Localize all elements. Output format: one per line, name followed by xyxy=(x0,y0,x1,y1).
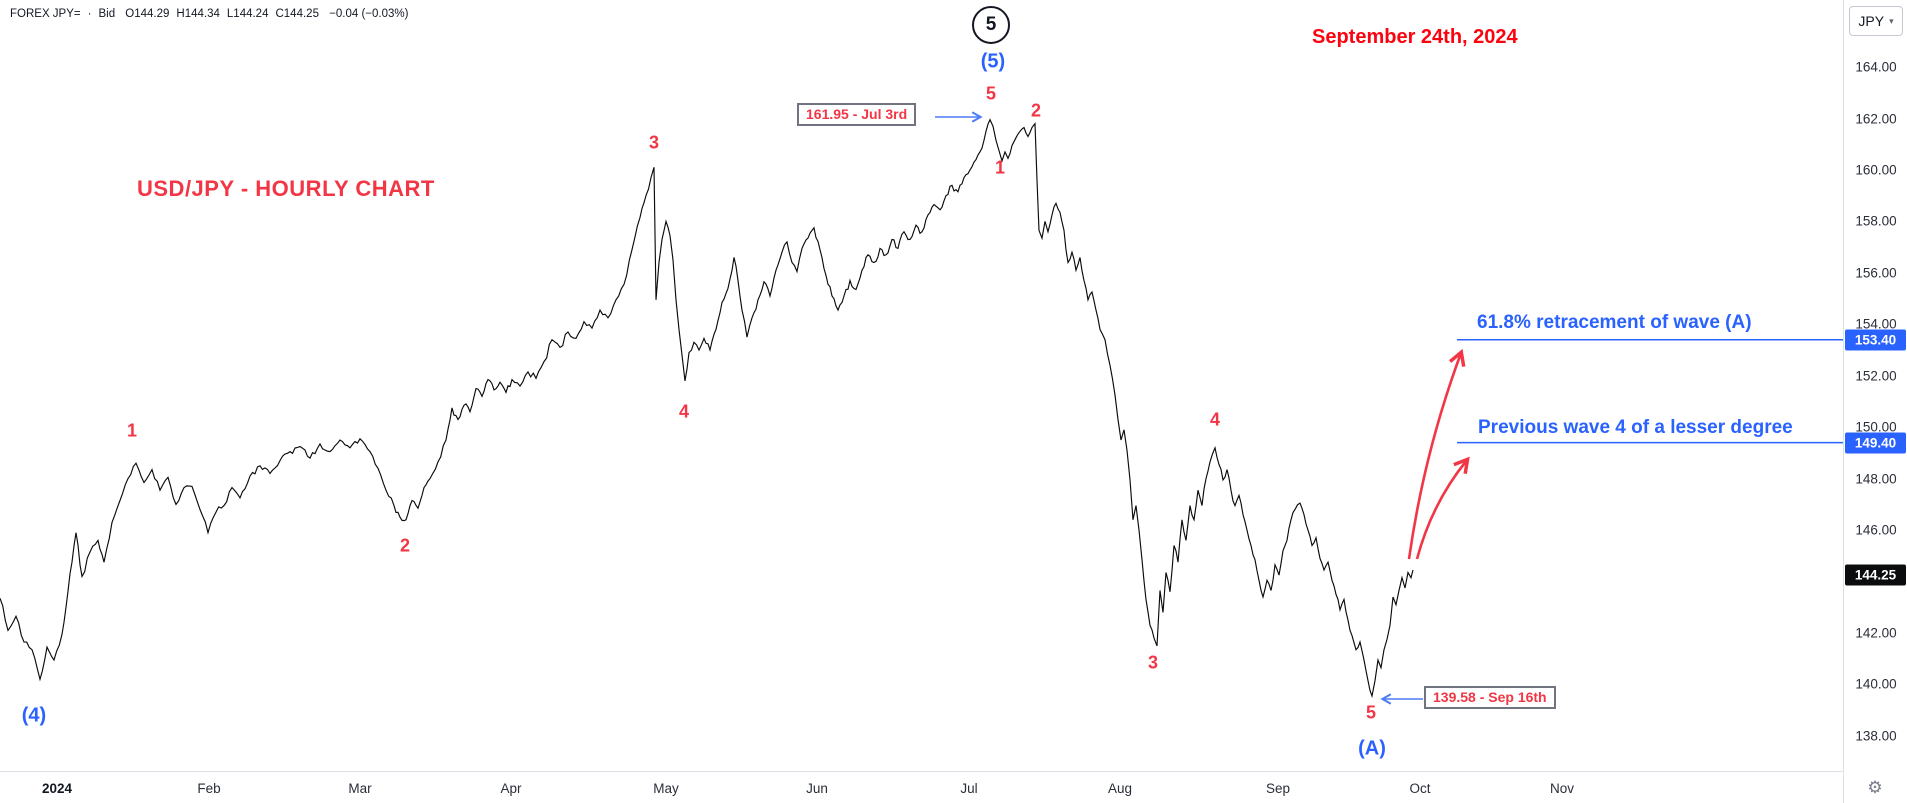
date-annotation[interactable]: September 24th, 2024 xyxy=(1312,26,1518,48)
quote-high: H144.34 xyxy=(176,8,220,20)
wave-label-4[interactable]: 4 xyxy=(1209,409,1221,430)
quote-type: Bid xyxy=(98,8,116,20)
wave-label-4[interactable]: (4) xyxy=(21,704,47,727)
quote-open: O144.29 xyxy=(125,8,170,20)
retracement-level-text[interactable]: 61.8% retracement of wave (A) xyxy=(1477,312,1752,333)
quote-close: C144.25 xyxy=(275,8,319,20)
callout-july-high[interactable]: 161.95 - Jul 3rd xyxy=(797,103,917,126)
quote-change: −0.04 (−0.03%) xyxy=(329,8,409,20)
price-tick: 146.00 xyxy=(1855,522,1897,538)
wave-label-2[interactable]: 2 xyxy=(1030,100,1042,121)
price-tick: 140.00 xyxy=(1855,676,1897,692)
time-tick: Oct xyxy=(1409,781,1431,796)
price-tick: 152.00 xyxy=(1855,368,1897,384)
level-price-badge: 153.40 xyxy=(1845,329,1906,351)
gear-icon[interactable]: ⚙ xyxy=(1867,778,1883,797)
price-tick: 156.00 xyxy=(1855,265,1897,281)
time-tick: Apr xyxy=(500,781,522,796)
price-tick: 158.00 xyxy=(1855,213,1897,229)
price-tick: 138.00 xyxy=(1855,728,1897,744)
time-tick: 2024 xyxy=(41,781,73,796)
wave-label-4[interactable]: 4 xyxy=(678,401,690,422)
time-tick: May xyxy=(653,781,679,796)
time-tick: Mar xyxy=(348,781,372,796)
time-tick: Feb xyxy=(197,781,221,796)
price-tick: 164.00 xyxy=(1855,59,1897,75)
price-tick: 154.00 xyxy=(1855,316,1897,332)
projection-arrow-lower[interactable] xyxy=(1415,456,1470,560)
previous-wave4-level-text[interactable]: Previous wave 4 of a lesser degree xyxy=(1478,417,1793,438)
circled-wave-5-label[interactable]: 5 xyxy=(972,6,1010,44)
price-tick: 160.00 xyxy=(1855,162,1897,178)
time-tick: Nov xyxy=(1549,781,1575,796)
price-line xyxy=(0,118,1414,699)
wave-label-3[interactable]: 3 xyxy=(648,132,660,153)
wave-label-5[interactable]: 5 xyxy=(1365,702,1377,723)
legend-separator: · xyxy=(87,8,92,20)
wave-label-A[interactable]: (A) xyxy=(1358,737,1386,760)
quote-low: L144.24 xyxy=(226,8,269,20)
wave-label-5[interactable]: (5) xyxy=(980,50,1006,73)
currency-selector-dropdown[interactable]: JPY ▾ xyxy=(1849,6,1903,36)
symbol-legend: FOREX JPY= · Bid O144.29 H144.34 L144.24 C144… xyxy=(10,8,415,20)
time-tick: Sep xyxy=(1265,781,1291,796)
wave-label-1[interactable]: 1 xyxy=(994,157,1006,178)
price-axis[interactable]: JPY ▾ 164.00 162.00 160.00 158.00 156.00 154.… xyxy=(1843,0,1907,803)
chart-title-annotation[interactable]: USD/JPY - HOURLY CHART xyxy=(137,176,435,201)
current-price-badge: 144.25 xyxy=(1845,564,1906,586)
time-axis[interactable]: 2024 Feb Mar Apr May Jun Jul Aug Sep Oct Nov xyxy=(0,771,1907,803)
wave-label-1[interactable]: 1 xyxy=(126,420,138,441)
time-tick: Jul xyxy=(960,781,978,796)
currency-label: JPY xyxy=(1858,13,1885,29)
wave-label-5[interactable]: 5 xyxy=(985,83,997,104)
time-tick: Aug xyxy=(1107,781,1133,796)
price-tick: 162.00 xyxy=(1855,111,1897,126)
price-tick: 142.00 xyxy=(1855,625,1897,641)
projection-arrow-upper[interactable] xyxy=(1407,348,1466,560)
wave-label-3[interactable]: 3 xyxy=(1147,652,1159,673)
chevron-down-icon: ▾ xyxy=(1889,15,1894,26)
wave-label-2[interactable]: 2 xyxy=(399,535,411,556)
callout-september-low[interactable]: 139.58 - Sep 16th xyxy=(1424,686,1556,709)
symbol-name[interactable]: FOREX JPY= xyxy=(10,8,81,20)
price-tick: 150.00 xyxy=(1855,419,1897,435)
level-price-badge: 149.40 xyxy=(1845,432,1906,454)
time-tick: Jun xyxy=(806,781,828,796)
price-tick: 148.00 xyxy=(1855,471,1897,487)
